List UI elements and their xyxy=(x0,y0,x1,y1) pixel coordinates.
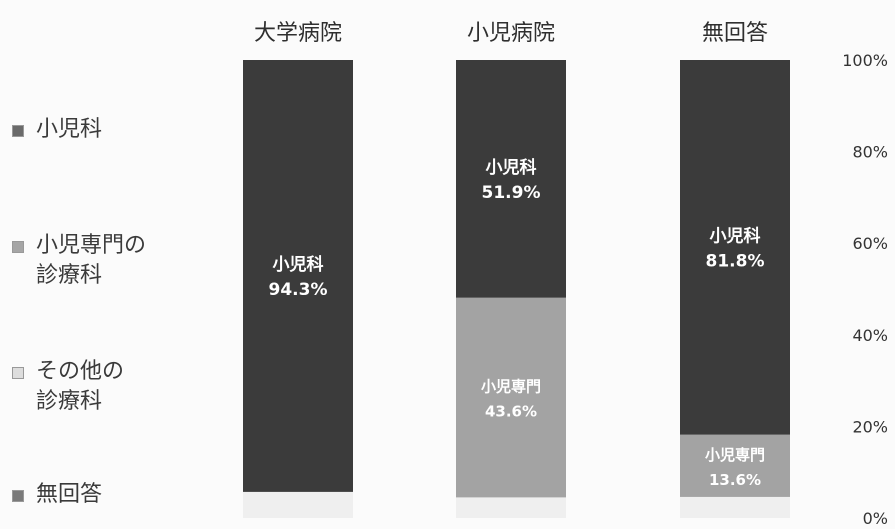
data-label-value-2-0: 81.8% xyxy=(706,251,765,271)
legend-swatch-specialty xyxy=(12,241,24,253)
legend-label-other: その他の 診療科 xyxy=(36,359,125,414)
legend-label-specialty: 小児専門の 診療科 xyxy=(36,233,147,288)
data-label-name-1-0: 小児科 xyxy=(486,157,537,178)
legend: 小児科 小児専門の 診療科 その他の 診療科 無回答 xyxy=(12,0,222,529)
legend-item-shonika: 小児科 xyxy=(12,115,102,145)
legend-label-shonika: 小児科 xyxy=(36,117,103,142)
y-tick-label-0: 100% xyxy=(842,51,888,70)
bar-segment-0-0 xyxy=(243,60,353,492)
data-label-name-1-1: 小児専門 xyxy=(481,378,541,396)
bar-segment-1-3 xyxy=(456,497,566,518)
bar-segment-1-1 xyxy=(456,297,566,498)
data-label-value-2-1: 13.6% xyxy=(709,471,761,489)
legend-swatch-no-answer xyxy=(12,490,24,502)
data-label-name-2-1: 小児専門 xyxy=(705,446,765,464)
legend-item-specialty: 小児専門の 診療科 xyxy=(12,231,146,291)
category-label-2: 無回答 xyxy=(702,21,768,46)
category-label-1: 小児病院 xyxy=(467,21,555,46)
legend-swatch-shonika xyxy=(12,125,24,137)
y-tick-label-5: 0% xyxy=(863,509,888,528)
data-label-value-0-0: 94.3% xyxy=(269,280,328,300)
bar-segment-1-0 xyxy=(456,60,566,298)
category-label-0: 大学病院 xyxy=(254,21,342,46)
legend-swatch-other xyxy=(12,367,24,379)
bar-segment-2-0 xyxy=(680,60,790,435)
y-tick-label-3: 40% xyxy=(852,326,888,345)
y-tick-label-1: 80% xyxy=(852,143,888,162)
legend-label-no-answer: 無回答 xyxy=(36,482,103,507)
data-label-value-1-0: 51.9% xyxy=(482,183,541,203)
y-tick-label-2: 60% xyxy=(852,234,888,253)
legend-item-other: その他の 診療科 xyxy=(12,357,124,417)
bar-segment-0-3 xyxy=(243,491,353,518)
legend-item-no-answer: 無回答 xyxy=(12,480,102,510)
data-label-name-0-0: 小児科 xyxy=(273,254,324,275)
bar-segment-2-1 xyxy=(680,434,790,497)
data-label-name-2-0: 小児科 xyxy=(710,225,761,246)
y-tick-label-4: 20% xyxy=(852,417,888,436)
data-label-value-1-1: 43.6% xyxy=(485,403,537,421)
bar-segment-2-3 xyxy=(680,496,790,518)
